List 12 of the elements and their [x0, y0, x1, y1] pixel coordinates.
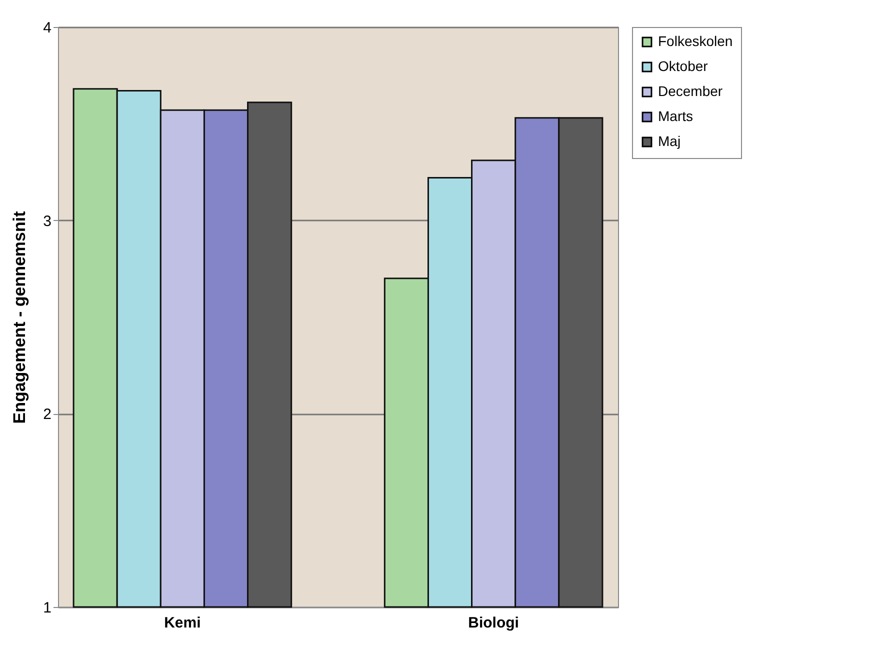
x-tick-label: Kemi — [164, 614, 201, 632]
legend-label: December — [658, 83, 723, 99]
legend-label: Oktober — [658, 58, 708, 74]
y-tick-label: 4 — [43, 20, 52, 36]
legend-label: Marts — [658, 108, 693, 124]
y-tick-label: 2 — [43, 406, 52, 424]
y-tick-label: 3 — [43, 212, 52, 230]
legend-label: Maj — [658, 133, 681, 149]
y-axis-title: Engagement - gennemsnit — [10, 210, 30, 424]
y-tick-label: 1 — [43, 600, 52, 616]
legend-label: Folkeskolen — [658, 33, 733, 49]
x-tick-label: Biologi — [468, 614, 519, 632]
